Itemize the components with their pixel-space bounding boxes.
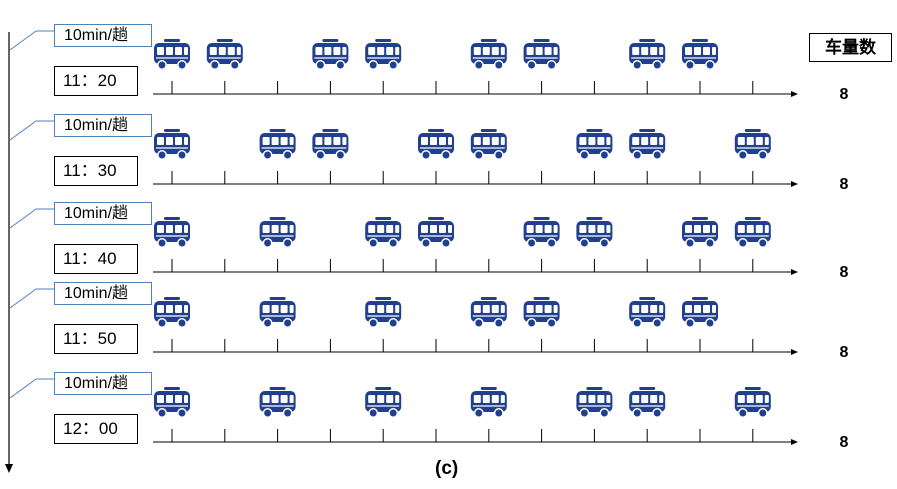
interval-label: 10min/趟 — [54, 114, 152, 137]
bus-icon — [734, 387, 771, 418]
departure-time-label: 12：00 — [54, 414, 138, 444]
interval-callout-line — [9, 378, 37, 399]
bus-icon — [629, 387, 666, 418]
bus-icon — [470, 39, 507, 70]
bus-icon — [682, 39, 718, 70]
bus-icon — [523, 297, 560, 328]
departure-time-label: 11：50 — [54, 324, 138, 354]
bus-icon — [682, 217, 718, 248]
bus-icon — [418, 129, 454, 160]
route-axis-arrowhead — [791, 181, 798, 187]
bus-icon — [154, 217, 190, 248]
bus-icon — [734, 129, 771, 160]
bus-icon — [576, 217, 613, 248]
interval-label: 10min/趟 — [54, 202, 152, 225]
bus-icon — [154, 39, 190, 70]
departure-time-label: 11：20 — [54, 66, 138, 96]
time-arrow-head — [5, 464, 13, 473]
interval-callout-line — [9, 120, 37, 141]
bus-icon — [734, 217, 771, 248]
route-axis-arrowhead — [791, 439, 798, 445]
route-axis-arrowhead — [791, 349, 798, 355]
departure-time-label: 11：40 — [54, 244, 138, 274]
bus-icon — [154, 129, 190, 160]
bus-icon — [470, 387, 507, 418]
bus-icon — [523, 39, 560, 70]
bus-icon — [259, 297, 296, 328]
bus-icon — [470, 129, 507, 160]
bus-icon — [629, 39, 666, 70]
bus-icon — [629, 297, 666, 328]
interval-label: 10min/趟 — [54, 372, 152, 395]
figure-caption: (c) — [435, 458, 459, 479]
bus-icon — [682, 297, 718, 328]
route-axis-arrowhead — [791, 269, 798, 275]
bus-icon — [312, 129, 349, 160]
bus-icon — [365, 39, 402, 70]
bus-icon — [365, 217, 402, 248]
bus-icon — [365, 387, 402, 418]
bus-icon — [312, 39, 349, 70]
vehicle-count-value: 8 — [839, 434, 849, 451]
bus-icon — [470, 297, 507, 328]
vehicle-count-value: 8 — [839, 86, 849, 103]
bus-icon — [154, 297, 190, 328]
bus-icon — [259, 217, 296, 248]
bus-icon — [629, 129, 666, 160]
interval-callout-line — [9, 30, 37, 51]
bus-icon — [206, 39, 243, 70]
vehicle-count-value: 8 — [839, 344, 849, 361]
vehicle-count-value: 8 — [839, 264, 849, 281]
interval-callout-line — [9, 288, 37, 309]
interval-label: 10min/趟 — [54, 282, 152, 305]
bus-icon — [154, 387, 190, 418]
bus-icon — [418, 217, 454, 248]
departure-time-label: 11：30 — [54, 156, 138, 186]
vehicle-count-value: 8 — [839, 176, 849, 193]
bus-icon — [365, 297, 402, 328]
bus-icon — [576, 129, 613, 160]
interval-callout-line — [9, 208, 37, 229]
bus-icon — [259, 129, 296, 160]
bus-icon — [576, 387, 613, 418]
route-axis-arrowhead — [791, 91, 798, 97]
bus-icon — [259, 387, 296, 418]
bus-icon — [523, 217, 560, 248]
vehicle-count-header: 车量数 — [809, 33, 892, 62]
interval-label: 10min/趟 — [54, 24, 152, 47]
